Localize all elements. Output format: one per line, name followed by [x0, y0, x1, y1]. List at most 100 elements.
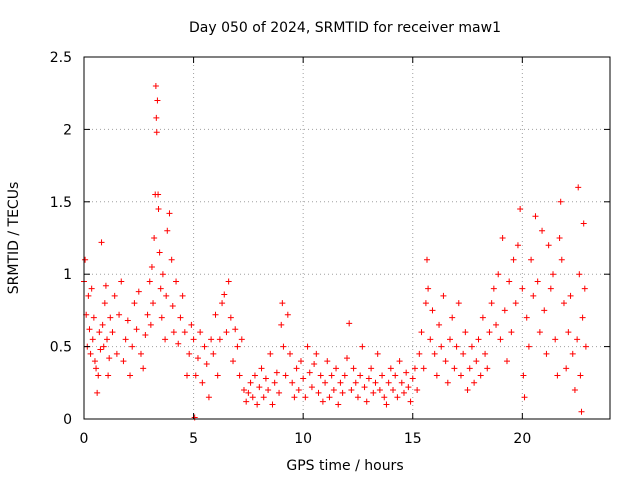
data-point: [438, 343, 445, 350]
y-axis: 0 0.5 1 1.5 2 2.5: [50, 50, 610, 428]
data-point: [135, 288, 142, 295]
data-point: [530, 292, 537, 299]
data-point: [247, 379, 254, 386]
data-point: [520, 372, 527, 379]
data-point: [162, 336, 169, 343]
data-point: [455, 300, 462, 307]
data-point: [532, 213, 539, 220]
data-point: [191, 414, 198, 421]
data-point: [300, 375, 307, 382]
data-point: [414, 387, 421, 394]
data-point: [158, 314, 165, 321]
data-point: [249, 394, 256, 401]
data-point: [468, 343, 475, 350]
data-point: [82, 256, 89, 263]
data-points: [81, 82, 589, 421]
data-point: [100, 343, 107, 350]
data-point: [398, 379, 405, 386]
data-point: [308, 384, 315, 391]
data-point: [365, 375, 372, 382]
data-point: [99, 321, 106, 328]
y-tick-label: 0: [63, 412, 72, 428]
data-point: [475, 336, 482, 343]
data-point: [569, 350, 576, 357]
data-point: [449, 314, 456, 321]
data-point: [547, 285, 554, 292]
data-point: [359, 343, 366, 350]
data-point: [227, 314, 234, 321]
data-point: [304, 343, 311, 350]
data-point: [368, 365, 375, 372]
data-point: [387, 365, 394, 372]
data-point: [269, 401, 276, 408]
data-point: [374, 350, 381, 357]
data-point: [150, 300, 157, 307]
data-point: [427, 336, 434, 343]
data-point: [376, 387, 383, 394]
data-point: [541, 307, 548, 314]
data-point: [155, 191, 162, 198]
data-point: [273, 369, 280, 376]
data-point: [372, 379, 379, 386]
data-point: [405, 384, 412, 391]
data-point: [418, 329, 425, 336]
data-point: [416, 350, 423, 357]
data-point: [319, 398, 326, 405]
data-point: [512, 300, 519, 307]
data-point: [163, 292, 170, 299]
data-point: [326, 394, 333, 401]
data-point: [385, 379, 392, 386]
data-point: [534, 278, 541, 285]
data-point: [495, 271, 502, 278]
data-point: [354, 394, 361, 401]
data-point: [451, 365, 458, 372]
data-point: [173, 278, 180, 285]
data-point: [429, 307, 436, 314]
data-point: [89, 336, 96, 343]
data-point: [466, 365, 473, 372]
data-point: [140, 365, 147, 372]
data-point: [333, 365, 340, 372]
data-point: [278, 321, 285, 328]
y-tick-label: 2: [63, 122, 72, 138]
data-point: [392, 372, 399, 379]
data-point: [322, 379, 329, 386]
data-point: [265, 387, 272, 394]
data-point: [306, 369, 313, 376]
data-point: [510, 256, 517, 263]
data-point: [352, 379, 359, 386]
data-point: [558, 256, 565, 263]
data-point: [357, 372, 364, 379]
data-point: [87, 350, 94, 357]
data-point: [127, 372, 134, 379]
data-point: [232, 326, 239, 333]
data-point: [104, 336, 111, 343]
y-tick-label: 2.5: [50, 50, 72, 66]
data-point: [260, 394, 267, 401]
chart-title: Day 050 of 2024, SRMTID for receiver maw…: [189, 20, 501, 36]
data-point: [339, 389, 346, 396]
data-point: [85, 292, 92, 299]
data-point: [381, 394, 388, 401]
data-point: [186, 350, 193, 357]
data-point: [576, 271, 583, 278]
data-point: [484, 365, 491, 372]
data-point: [90, 314, 97, 321]
data-point: [519, 285, 526, 292]
data-point: [181, 329, 188, 336]
data-point: [423, 256, 430, 263]
data-point: [137, 350, 144, 357]
data-point: [517, 206, 524, 213]
data-point: [177, 314, 184, 321]
data-point: [317, 372, 324, 379]
data-point: [503, 358, 510, 365]
data-point: [580, 220, 587, 227]
data-point: [420, 365, 427, 372]
data-point: [208, 336, 215, 343]
data-point: [116, 311, 123, 318]
data-point: [337, 379, 344, 386]
data-point: [96, 329, 103, 336]
data-point: [276, 389, 283, 396]
data-point: [297, 358, 304, 365]
data-point: [550, 271, 557, 278]
